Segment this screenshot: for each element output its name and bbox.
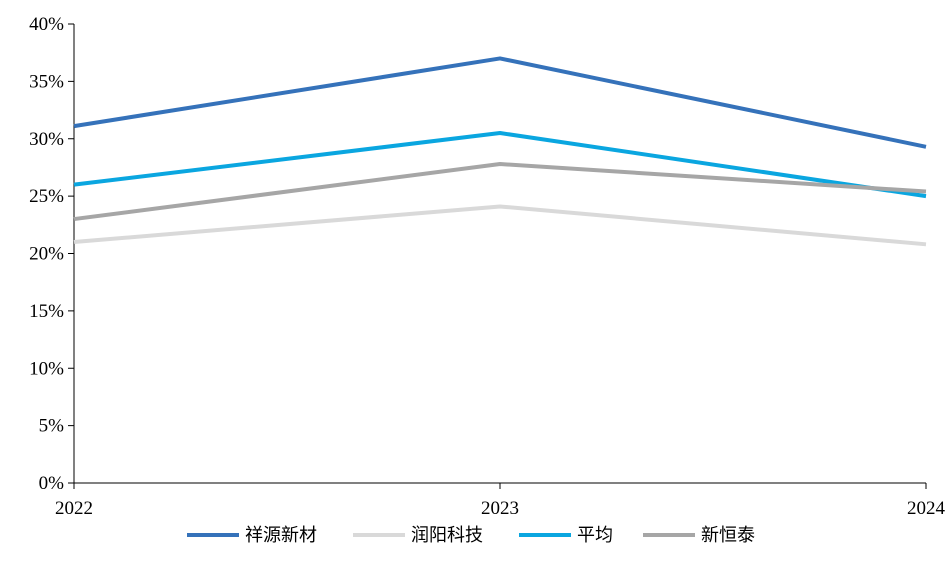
series-lines (73, 56, 927, 247)
legend-label: 新恒泰 (701, 525, 755, 546)
x-tick-label: 2023 (481, 498, 519, 519)
y-tick-label: 25% (29, 186, 64, 207)
legend-label: 祥源新材 (245, 525, 317, 546)
legend-item-1: 祥源新材 (187, 525, 317, 546)
series-line-4 (73, 161, 927, 222)
legend-item-3: 平均 (519, 525, 613, 546)
y-tick-label: 5% (39, 416, 65, 437)
y-axis-ticks: 0% 5% 10% 15% 20% 25% 30% 35% 40% (29, 14, 74, 494)
y-tick-label: 10% (29, 358, 64, 379)
series-line-2 (73, 204, 927, 247)
y-tick-label: 15% (29, 301, 64, 322)
y-tick-label: 40% (29, 14, 64, 35)
y-tick-label: 30% (29, 129, 64, 150)
x-axis-ticks: 2022 2023 2024 (55, 483, 946, 519)
x-tick-label: 2024 (907, 498, 946, 519)
legend-item-2: 润阳科技 (353, 525, 483, 546)
series-line-1 (73, 56, 927, 149)
legend: 祥源新材 润阳科技 平均 新恒泰 (187, 525, 755, 546)
legend-label: 平均 (577, 525, 613, 546)
y-tick-label: 35% (29, 71, 64, 92)
y-tick-label: 0% (39, 473, 65, 494)
x-tick-label: 2022 (55, 498, 93, 519)
legend-item-4: 新恒泰 (643, 525, 755, 546)
series-line-3 (73, 131, 927, 199)
y-tick-label: 20% (29, 244, 64, 265)
legend-label: 润阳科技 (411, 525, 483, 546)
